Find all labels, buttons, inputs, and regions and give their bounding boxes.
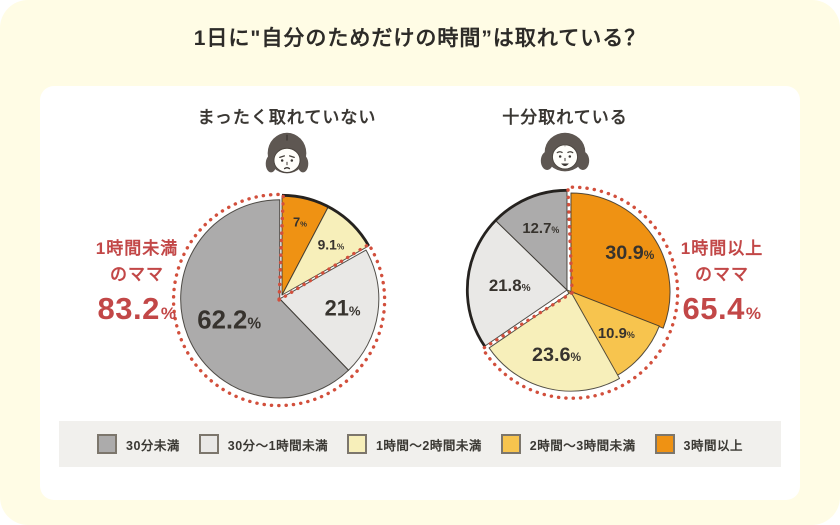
pie-slice <box>570 192 671 329</box>
legend-item: 3時間以上 <box>654 434 743 454</box>
callout-line: のママ <box>695 264 749 284</box>
slice-label: 62.2% <box>197 306 261 334</box>
right-chart-title: 十分取れている <box>502 108 628 127</box>
sad-mom-face-icon <box>265 132 309 174</box>
pie-solid-arc <box>465 188 568 347</box>
slice-label: 23.6% <box>532 344 582 366</box>
legend-label: 30分未満 <box>126 438 180 453</box>
legend-swatch <box>198 434 219 454</box>
callout-line: 1時間未満 <box>95 239 179 258</box>
slice-label: 21.8% <box>489 276 531 295</box>
legend-item: 1時間〜2時間未満 <box>346 434 482 454</box>
pie-slice <box>488 291 621 392</box>
legend-item: 30分未満 <box>97 434 180 454</box>
group-dotted-outline <box>480 185 680 400</box>
legend-label: 30分〜1時間未満 <box>227 438 329 453</box>
percent-sign: % <box>160 304 177 323</box>
left-callout: 1時間未満 のママ 83.2% <box>57 236 217 327</box>
pie-slice <box>279 249 380 371</box>
slice-label: 12.7% <box>522 221 559 237</box>
callout-line: のママ <box>110 264 164 284</box>
happy-mom-face-icon <box>540 132 590 172</box>
pie-solid-arc <box>281 193 370 247</box>
legend-swatch <box>500 434 521 454</box>
slice-label: 10.9% <box>598 326 635 342</box>
legend-item: 2時間〜3時間未満 <box>500 434 636 454</box>
legend-label: 2時間〜3時間未満 <box>529 438 636 453</box>
slice-label: 7% <box>293 214 307 229</box>
pie-slice <box>180 199 349 399</box>
slice-label: 9.1% <box>318 236 345 252</box>
legend-swatch <box>346 434 367 454</box>
slice-label: 21% <box>325 296 361 321</box>
callout-line: 1時間以上 <box>680 239 764 258</box>
legend-swatch <box>97 434 117 454</box>
percent-sign: % <box>745 304 762 323</box>
legend-item: 30分〜1時間未満 <box>198 434 329 454</box>
page-title: 1日に"自分のためだけの時間”は取れている？ <box>193 27 647 50</box>
slice-label: 30.9% <box>605 242 655 264</box>
legend-label: 1時間〜2時間未満 <box>375 438 482 453</box>
left-chart-title: まったく取れていない <box>197 108 377 127</box>
callout-value: 65.4% <box>682 291 762 326</box>
legend: 30分未満 30分〜1時間未満 1時間〜2時間未満 2時間〜3時間未満 3時間以上 <box>59 421 781 467</box>
callout-value: 83.2% <box>97 291 177 326</box>
legend-label: 3時間以上 <box>683 438 743 453</box>
pie-chart-enough-time: 30.9% 10.9% 23.6% 21.8% 12.7% <box>465 185 680 400</box>
legend-swatch <box>654 434 675 454</box>
pie-chart-not-at-all: 7% 9.1% 21% 62.2% <box>171 192 387 408</box>
right-callout: 1時間以上 のママ 65.4% <box>642 236 802 327</box>
